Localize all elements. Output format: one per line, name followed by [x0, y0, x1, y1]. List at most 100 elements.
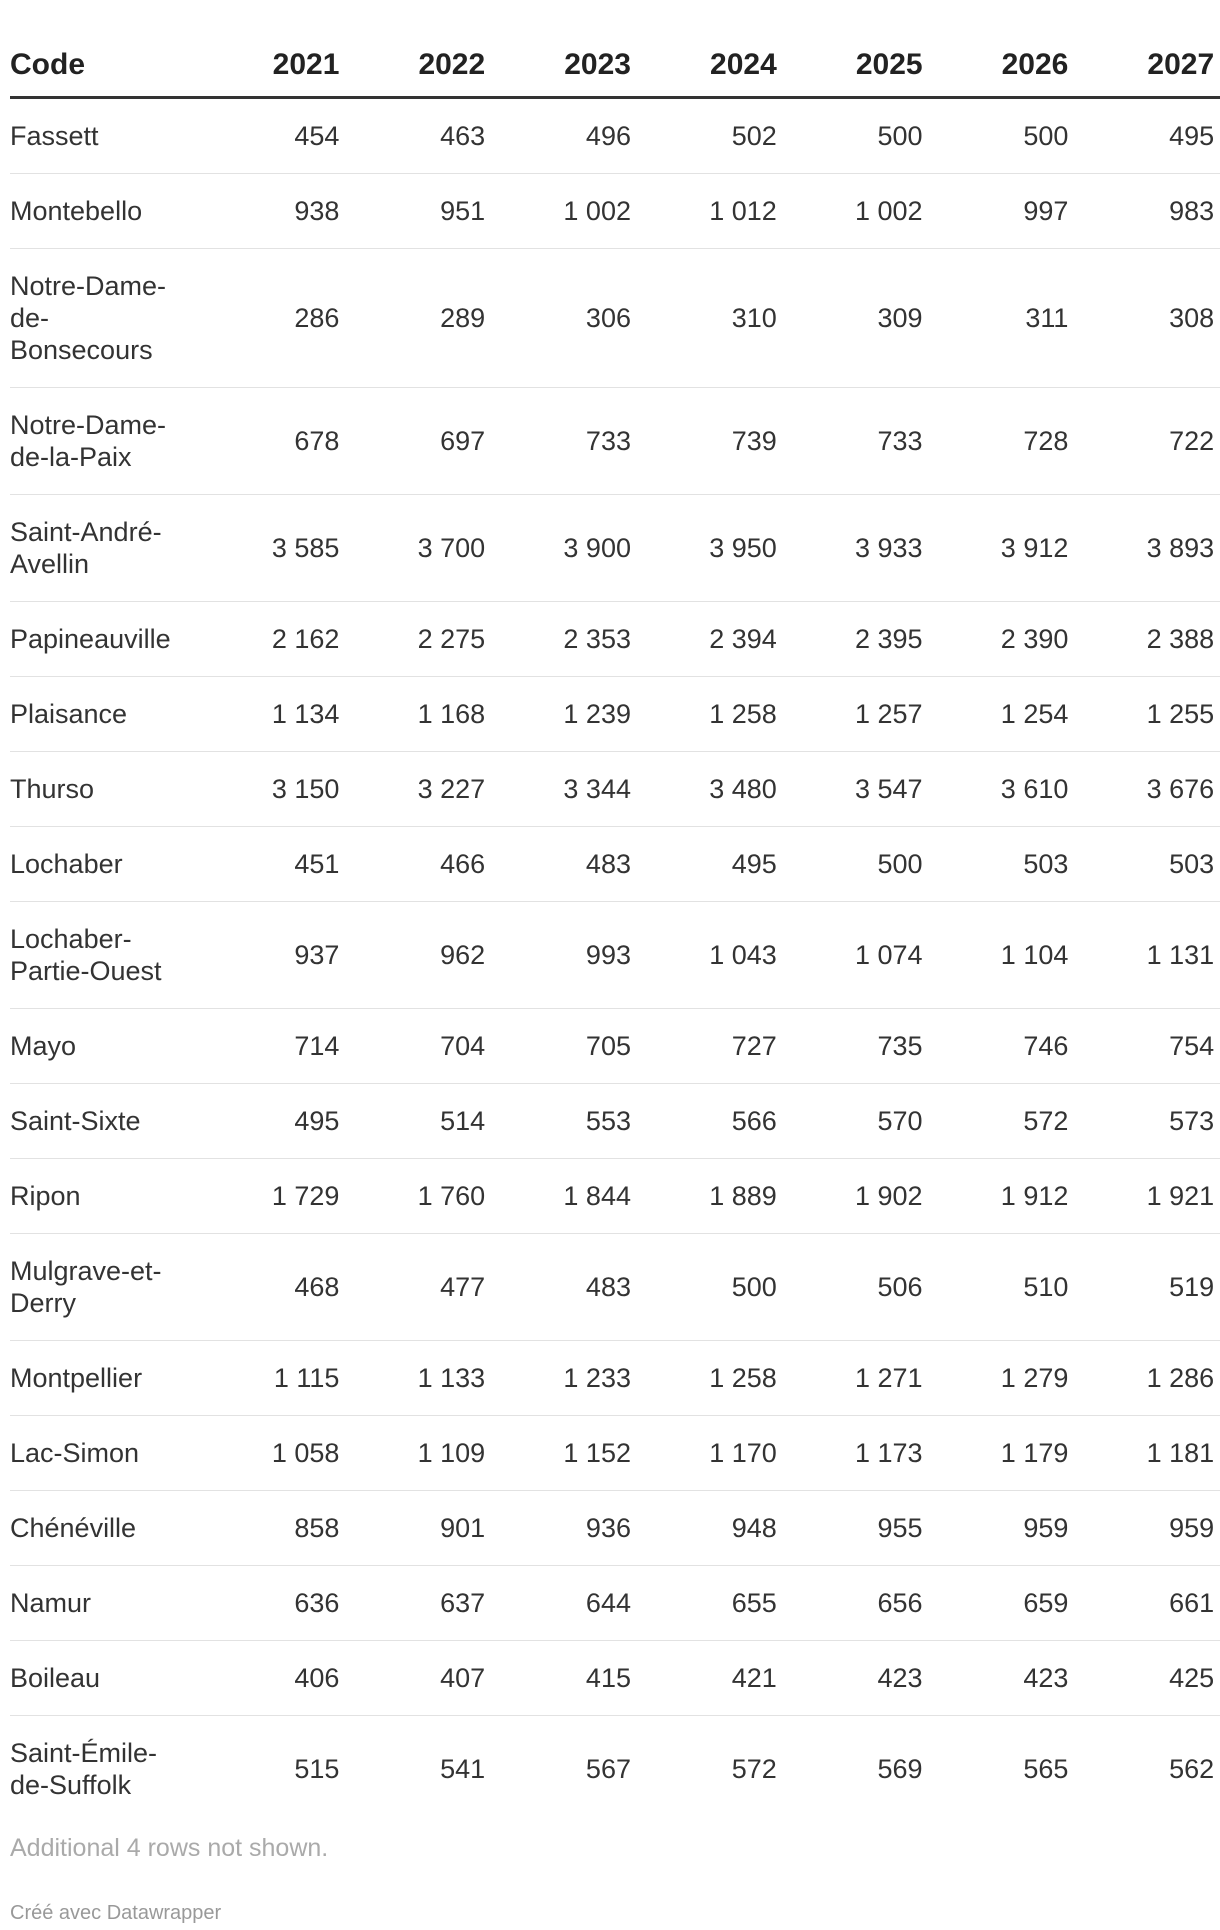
value-cell [1214, 1083, 1220, 1159]
value-cell: 1 115 [193, 1340, 340, 1416]
value-cell: 1 152 [485, 1415, 631, 1491]
value-cell: 1 729 [193, 1158, 340, 1234]
value-cell: 2 390 [922, 601, 1069, 677]
value-cell: 1 233 [485, 1340, 631, 1416]
value-cell: 2 394 [630, 601, 777, 677]
value-cell: 1 844 [485, 1158, 631, 1234]
value-cell [1214, 248, 1220, 388]
value-cell: 407 [339, 1640, 486, 1716]
column-header-year[interactable]: 2028 [1214, 34, 1220, 99]
value-cell: 754 [1068, 1008, 1215, 1084]
municipality-name-cell: Montebello [10, 173, 194, 249]
value-cell: 637 [339, 1565, 486, 1641]
value-cell: 1 921 [1068, 1158, 1215, 1234]
value-cell: 415 [485, 1640, 631, 1716]
column-header-year[interactable]: 2021 [193, 34, 340, 99]
value-cell: 997 [922, 173, 1069, 249]
column-header-year[interactable]: 2022 [339, 34, 486, 99]
table-row: Montpellier 1 115 1 133 1 233 1 258 1 271 1 27… [10, 1340, 1220, 1416]
municipality-name-cell: Montpellier [10, 1340, 194, 1416]
table-row: Saint-André-Avellin 3 585 3 700 3 900 3 950 3… [10, 494, 1220, 602]
value-cell [1214, 1716, 1220, 1823]
value-cell [1214, 676, 1220, 752]
value-cell: 959 [922, 1490, 1069, 1566]
value-cell: 572 [922, 1083, 1069, 1159]
value-cell: 311 [922, 248, 1069, 388]
column-header-year[interactable]: 2025 [776, 34, 923, 99]
value-cell: 306 [485, 248, 631, 388]
municipality-name-cell: Saint-André-Avellin [10, 494, 194, 602]
value-cell: 1 131 [1068, 901, 1215, 1009]
value-cell: 733 [485, 387, 631, 495]
value-cell: 1 889 [630, 1158, 777, 1234]
value-cell: 1 109 [339, 1415, 486, 1491]
column-header-year[interactable]: 2026 [922, 34, 1069, 99]
value-cell: 727 [630, 1008, 777, 1084]
value-cell: 1 104 [922, 901, 1069, 1009]
value-cell: 661 [1068, 1565, 1215, 1641]
value-cell: 728 [922, 387, 1069, 495]
value-cell: 1 058 [193, 1415, 340, 1491]
value-cell: 500 [776, 826, 923, 902]
value-cell: 1 258 [630, 1340, 777, 1416]
value-cell: 1 181 [1068, 1415, 1215, 1491]
value-cell: 425 [1068, 1640, 1215, 1716]
value-cell [1214, 1233, 1220, 1341]
value-cell [1214, 1158, 1220, 1234]
data-table-container[interactable]: Code20212022202320242025202620272028 Fas… [10, 34, 1220, 1822]
column-header-year[interactable]: 2027 [1068, 34, 1215, 99]
value-cell: 3 585 [193, 494, 340, 602]
value-cell: 983 [1068, 173, 1215, 249]
value-cell: 286 [193, 248, 340, 388]
value-cell: 503 [1068, 826, 1215, 902]
table-row: Chénéville 858 901 936 948 955 959 959 [10, 1490, 1220, 1566]
value-cell: 948 [630, 1490, 777, 1566]
municipality-name-cell: Chénéville [10, 1490, 194, 1566]
value-cell: 451 [193, 826, 340, 902]
value-cell: 514 [339, 1083, 486, 1159]
value-cell: 901 [339, 1490, 486, 1566]
municipality-name-cell: Lochaber-Partie-Ouest [10, 901, 194, 1009]
column-header-code[interactable]: Code [10, 34, 194, 99]
value-cell: 2 353 [485, 601, 631, 677]
municipality-name-cell: Mulgrave-et-Derry [10, 1233, 194, 1341]
value-cell: 500 [776, 97, 923, 174]
value-cell: 1 173 [776, 1415, 923, 1491]
value-cell: 1 043 [630, 901, 777, 1009]
table-row: Mulgrave-et-Derry 468 477 483 500 506 510 519 [10, 1233, 1220, 1341]
value-cell: 1 002 [776, 173, 923, 249]
table-row: Notre-Dame-de-Bonsecours 286 289 306 310 309 3… [10, 248, 1220, 388]
value-cell: 644 [485, 1565, 631, 1641]
table-row: Thurso 3 150 3 227 3 344 3 480 3 547 3 610 3 67… [10, 751, 1220, 827]
value-cell: 1 255 [1068, 676, 1215, 752]
value-cell: 519 [1068, 1233, 1215, 1341]
value-cell: 496 [485, 97, 631, 174]
value-cell: 1 168 [339, 676, 486, 752]
data-table: Code20212022202320242025202620272028 Fas… [10, 34, 1220, 1822]
table-row: Namur 636 637 644 655 656 659 661 [10, 1565, 1220, 1641]
table-header-row: Code20212022202320242025202620272028 [10, 34, 1220, 99]
value-cell: 567 [585, 1754, 631, 1784]
municipality-name-cell: Fassett [10, 97, 194, 174]
value-cell: 1 012 [630, 173, 777, 249]
municipality-name-cell: Saint-Sixte [10, 1083, 194, 1159]
value-cell: 562 [1169, 1754, 1215, 1784]
value-cell: 1 258 [630, 676, 777, 752]
value-cell: 423 [776, 1640, 923, 1716]
value-cell: 3 900 [485, 494, 631, 602]
value-cell: 955 [776, 1490, 923, 1566]
value-cell: 1 760 [339, 1158, 486, 1234]
value-cell: 572 [731, 1754, 777, 1784]
value-cell: 1 286 [1068, 1340, 1215, 1416]
municipality-name-cell: Boileau [10, 1640, 194, 1716]
municipality-name-cell: Plaisance [10, 676, 194, 752]
value-cell: 936 [485, 1490, 631, 1566]
value-cell [1214, 1008, 1220, 1084]
column-header-year[interactable]: 2023 [485, 34, 631, 99]
column-header-year[interactable]: 2024 [630, 34, 777, 99]
value-cell: 1 133 [339, 1340, 486, 1416]
value-cell: 678 [193, 387, 340, 495]
rows-not-shown-note: Additional 4 rows not shown. [10, 1834, 329, 1862]
value-cell: 3 700 [339, 494, 486, 602]
value-cell [1214, 751, 1220, 827]
